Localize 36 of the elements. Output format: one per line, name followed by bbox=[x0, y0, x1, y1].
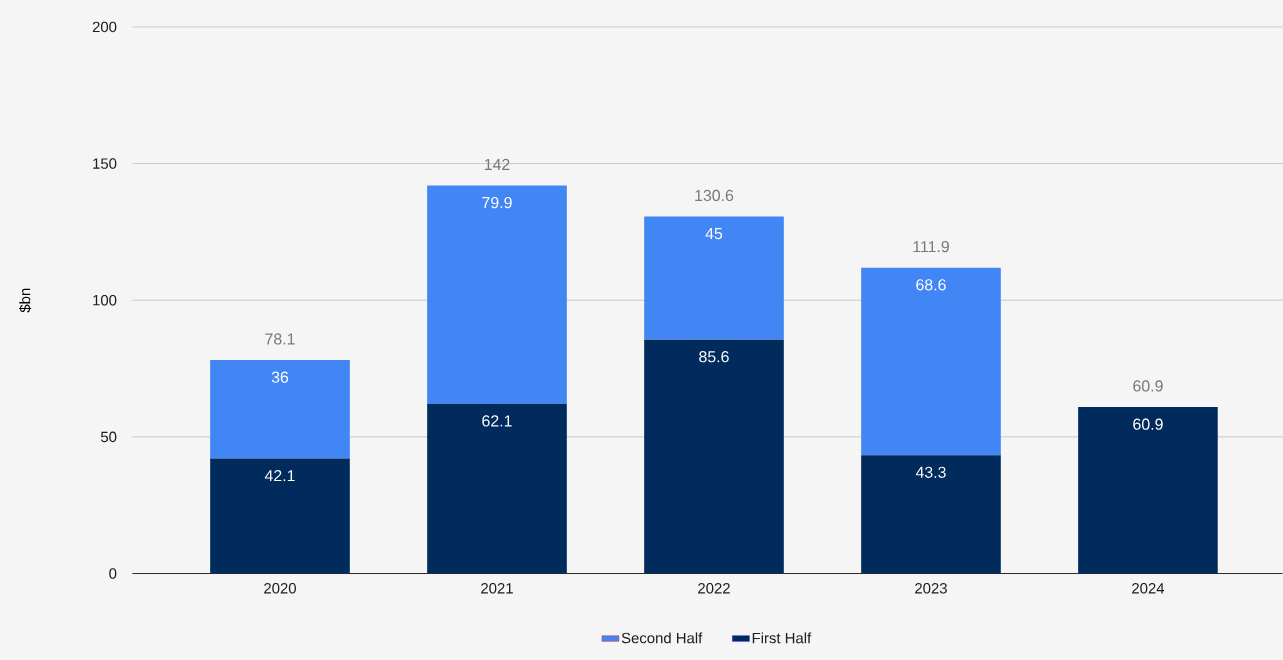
legend-label: First Half bbox=[752, 632, 812, 644]
bar bbox=[427, 403, 567, 574]
y-tick-label: 50 bbox=[100, 431, 117, 442]
y-tick-label: 0 bbox=[109, 568, 117, 579]
data-label: 43.3 bbox=[915, 466, 946, 478]
y-axis-title: $bn bbox=[19, 288, 32, 313]
bar bbox=[1078, 406, 1218, 574]
bar bbox=[644, 339, 784, 574]
data-label: 60.9 bbox=[1133, 418, 1163, 430]
data-label: 68.6 bbox=[916, 279, 946, 291]
total-label: 78.1 bbox=[265, 333, 295, 345]
total-label: 142 bbox=[484, 158, 510, 170]
x-tick-label: 2023 bbox=[915, 582, 947, 594]
x-tick-label: 2020 bbox=[264, 582, 296, 594]
x-tick-label: 2024 bbox=[1132, 582, 1165, 594]
bar bbox=[644, 216, 784, 340]
total-label: 130.6 bbox=[695, 189, 734, 201]
legend-label: Second Half bbox=[621, 632, 703, 644]
data-label: 45 bbox=[705, 227, 723, 240]
x-tick-label: 2021 bbox=[481, 582, 513, 594]
y-tick-label: 150 bbox=[93, 158, 117, 169]
y-tick-label: 100 bbox=[93, 294, 117, 306]
bar bbox=[861, 267, 1001, 456]
data-label: 79.9 bbox=[482, 196, 512, 209]
bar bbox=[210, 359, 350, 459]
bar bbox=[210, 458, 350, 574]
total-label: 111.9 bbox=[913, 240, 949, 253]
total-label: 60.9 bbox=[1133, 380, 1163, 392]
x-tick-label: 2022 bbox=[698, 582, 730, 594]
data-label: 85.6 bbox=[699, 350, 729, 363]
data-label: 42.1 bbox=[264, 469, 295, 481]
bar bbox=[427, 185, 567, 404]
data-label: 62.1 bbox=[482, 415, 512, 427]
y-tick-label: 200 bbox=[92, 21, 117, 33]
bar bbox=[861, 455, 1001, 574]
data-label: 36 bbox=[271, 371, 289, 383]
